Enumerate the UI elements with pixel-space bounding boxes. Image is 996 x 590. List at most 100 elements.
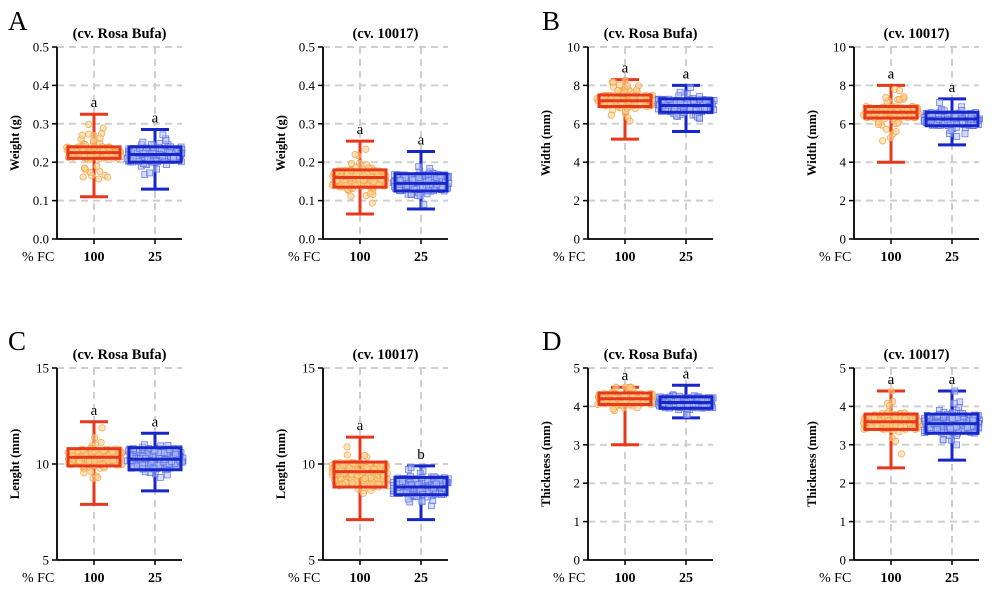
data-point bbox=[398, 477, 406, 485]
y-tick-label: 3 bbox=[574, 437, 581, 452]
x-tick-label: 25 bbox=[414, 250, 428, 265]
y-axis-label: Width (mm) bbox=[805, 110, 819, 176]
x-tick-label: 25 bbox=[414, 571, 428, 586]
panel-letter: B bbox=[542, 6, 560, 36]
box-100 bbox=[63, 112, 126, 199]
significance-label: a bbox=[622, 61, 629, 77]
data-point bbox=[98, 424, 106, 432]
y-tick-label: 0.5 bbox=[33, 40, 49, 55]
x-tick-label: 100 bbox=[615, 250, 636, 265]
y-tick-label: 2 bbox=[574, 476, 581, 491]
data-point bbox=[416, 192, 424, 200]
box-25 bbox=[390, 149, 453, 211]
data-point bbox=[897, 450, 906, 458]
y-tick-label: 8 bbox=[574, 78, 581, 93]
data-point bbox=[900, 93, 908, 101]
y-tick-label: 6 bbox=[840, 116, 847, 131]
y-tick-label: 2 bbox=[840, 476, 847, 491]
x-axis-prefix: % FC bbox=[553, 571, 585, 586]
y-tick-label: 8 bbox=[840, 78, 847, 93]
y-tick-label: 5 bbox=[840, 361, 847, 376]
x-tick-label: 100 bbox=[84, 571, 105, 586]
data-point bbox=[949, 415, 956, 422]
y-tick-label: 4 bbox=[574, 155, 581, 170]
data-point bbox=[78, 131, 86, 139]
data-point bbox=[96, 167, 104, 175]
y-tick-label: 0.3 bbox=[33, 116, 49, 131]
data-point bbox=[939, 436, 947, 444]
y-tick-label: 0.3 bbox=[299, 116, 315, 131]
panel-letter: D bbox=[542, 326, 562, 356]
data-point bbox=[366, 190, 374, 198]
box-25 bbox=[123, 431, 187, 493]
data-point bbox=[623, 82, 631, 90]
x-tick-label: 100 bbox=[881, 571, 902, 586]
box-100 bbox=[859, 387, 923, 470]
y-tick-label: 15 bbox=[36, 361, 49, 376]
data-point bbox=[94, 474, 102, 482]
chart-title: (cv. 10017) bbox=[352, 26, 418, 42]
y-tick-label: 0.0 bbox=[33, 232, 49, 247]
data-point bbox=[87, 468, 95, 476]
x-axis-prefix: % FC bbox=[553, 250, 585, 265]
y-tick-label: 6 bbox=[574, 116, 581, 131]
data-point bbox=[951, 387, 959, 395]
significance-label: a bbox=[91, 403, 98, 419]
box-25 bbox=[389, 464, 452, 522]
x-tick-label: 25 bbox=[148, 571, 162, 586]
y-tick-label: 5 bbox=[309, 553, 316, 568]
y-tick-label: 0.1 bbox=[33, 193, 49, 208]
data-point bbox=[146, 169, 153, 177]
data-point bbox=[896, 86, 904, 95]
significance-label: a bbox=[888, 372, 895, 388]
y-tick-label: 4 bbox=[574, 399, 581, 414]
y-axis-label: Lenght (mm) bbox=[8, 429, 22, 499]
data-point bbox=[953, 133, 961, 140]
significance-label: a bbox=[152, 111, 159, 127]
y-axis-label: Width (mm) bbox=[539, 110, 553, 176]
data-point bbox=[85, 130, 93, 138]
significance-label: a bbox=[888, 66, 895, 82]
chart-title: (cv. 10017) bbox=[352, 347, 418, 363]
x-tick-label: 25 bbox=[679, 571, 693, 586]
x-tick-label: 100 bbox=[615, 571, 636, 586]
chart-panel-4: (cv. 10017) a 100 a 25 0 2 4 6 8 10 Width (mm) % FC bbox=[805, 26, 983, 265]
box-100 bbox=[594, 383, 657, 447]
data-point bbox=[892, 127, 900, 136]
data-point bbox=[368, 199, 376, 207]
data-point bbox=[343, 443, 351, 451]
data-point bbox=[361, 474, 369, 483]
x-axis-prefix: % FC bbox=[22, 571, 54, 586]
y-tick-label: 0.1 bbox=[299, 193, 315, 208]
chart-panel-5: C (cv. Rosa Bufa) a 100 a 25 5 10 15 Lenght (mm)%… bbox=[8, 326, 187, 586]
data-point bbox=[887, 387, 895, 395]
y-tick-label: 0.4 bbox=[33, 78, 50, 93]
x-tick-label: 100 bbox=[350, 571, 371, 586]
y-tick-label: 5 bbox=[43, 553, 50, 568]
data-point bbox=[612, 383, 620, 391]
significance-label: a bbox=[418, 132, 425, 148]
y-tick-label: 1 bbox=[840, 514, 847, 529]
data-point bbox=[404, 495, 412, 503]
data-point bbox=[162, 137, 170, 144]
box-25 bbox=[920, 387, 983, 462]
chart-title: (cv. 10017) bbox=[883, 347, 949, 363]
data-point bbox=[418, 498, 426, 506]
significance-label: a bbox=[949, 372, 956, 388]
data-point bbox=[88, 172, 96, 180]
data-point bbox=[420, 201, 428, 208]
data-point bbox=[91, 433, 99, 442]
significance-label: a bbox=[357, 122, 364, 138]
data-point bbox=[139, 138, 147, 146]
y-tick-label: 0.5 bbox=[299, 40, 315, 55]
data-point bbox=[626, 117, 634, 125]
x-axis-prefix: % FC bbox=[819, 250, 851, 265]
y-tick-label: 0.2 bbox=[299, 155, 315, 170]
y-tick-label: 2 bbox=[840, 193, 847, 208]
data-point bbox=[947, 127, 955, 134]
data-point bbox=[356, 159, 364, 167]
x-axis-prefix: % FC bbox=[22, 250, 54, 265]
data-point bbox=[97, 438, 105, 447]
data-point bbox=[687, 84, 694, 91]
y-tick-label: 15 bbox=[302, 361, 315, 376]
